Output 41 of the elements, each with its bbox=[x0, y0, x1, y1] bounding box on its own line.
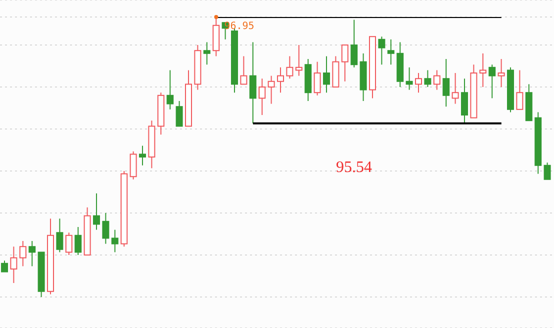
candlestick bbox=[415, 72, 422, 94]
candlestick bbox=[498, 58, 505, 88]
candlestick bbox=[406, 66, 413, 90]
candlestick bbox=[1, 260, 8, 272]
candlestick bbox=[295, 44, 302, 76]
candlestick bbox=[93, 192, 100, 230]
candlestick bbox=[424, 70, 432, 88]
candlestick bbox=[74, 226, 82, 256]
candlestick bbox=[314, 61, 321, 96]
candlestick bbox=[387, 38, 394, 66]
candlestick bbox=[139, 145, 146, 166]
candlestick bbox=[277, 66, 284, 94]
candlestick bbox=[442, 58, 450, 108]
candlestick bbox=[378, 36, 386, 66]
candlestick bbox=[350, 19, 358, 68]
candlestick bbox=[240, 56, 248, 85]
candlestick bbox=[544, 162, 551, 180]
candlestick bbox=[433, 70, 440, 90]
candlestick bbox=[19, 240, 26, 267]
candlestick bbox=[479, 52, 486, 88]
candlestick bbox=[323, 56, 330, 94]
candlestick bbox=[341, 44, 348, 82]
candlestick bbox=[10, 246, 18, 284]
candlestick bbox=[65, 232, 72, 256]
annotation: 95.54 bbox=[336, 159, 372, 177]
candlestick bbox=[516, 70, 524, 110]
candlestick bbox=[268, 75, 275, 104]
candlestick bbox=[176, 100, 183, 127]
candlestick bbox=[28, 240, 36, 267]
candlestick bbox=[130, 150, 137, 180]
candlestick bbox=[452, 72, 459, 104]
candlestick bbox=[203, 42, 210, 66]
candlestick bbox=[461, 78, 468, 124]
candlestick bbox=[249, 42, 256, 124]
candlestick bbox=[102, 212, 110, 244]
candlestick bbox=[56, 218, 64, 253]
candlestick bbox=[488, 64, 496, 99]
candlestick bbox=[166, 70, 174, 110]
candlestick bbox=[111, 229, 118, 253]
candlestick bbox=[258, 78, 266, 116]
candlestick bbox=[286, 56, 294, 80]
